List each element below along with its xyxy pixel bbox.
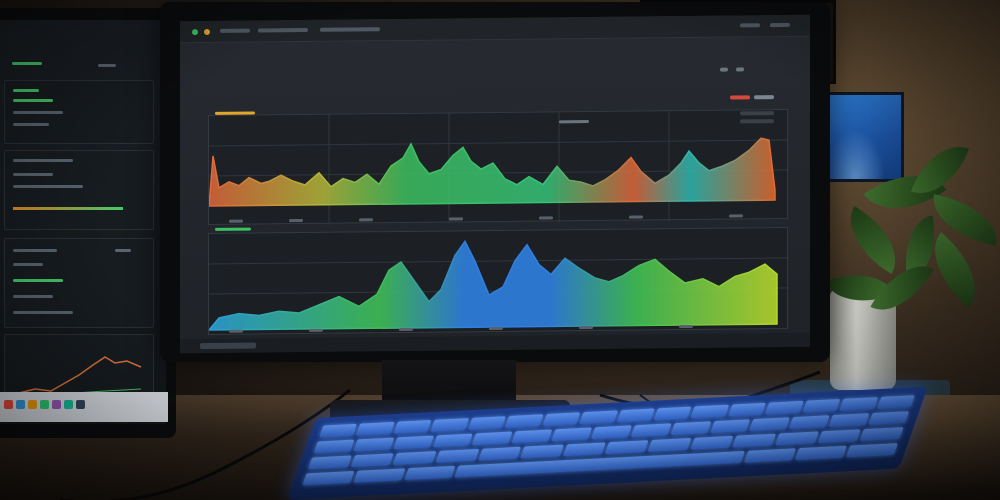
close-icon[interactable] — [736, 67, 744, 72]
gear-icon[interactable] — [720, 67, 728, 72]
top-area-chart — [208, 111, 789, 225]
taskbar-app-icon[interactable] — [52, 400, 61, 409]
taskbar-app-icon[interactable] — [76, 400, 85, 409]
left-panel-2 — [4, 150, 154, 230]
taskbar-search-input[interactable] — [200, 342, 256, 350]
status-badge — [730, 95, 750, 100]
app-logo-icon — [192, 29, 198, 36]
bottom-area-chart — [207, 239, 789, 331]
main-monitor-screen — [180, 14, 810, 354]
left-panel-1 — [4, 80, 154, 144]
left-monitor-screen — [0, 20, 166, 424]
left-panel-3 — [4, 238, 154, 328]
status-badge — [754, 95, 774, 100]
app-badge-icon — [204, 28, 210, 36]
taskbar-app-icon[interactable] — [64, 400, 73, 409]
taskbar-app-icon[interactable] — [4, 400, 13, 409]
taskbar-app-icon[interactable] — [28, 400, 37, 409]
taskbar-app-icon[interactable] — [16, 400, 25, 409]
bottom-chart-panel — [207, 226, 789, 336]
top-chart-panel — [208, 108, 789, 226]
taskbar-app-icon[interactable] — [40, 400, 49, 409]
